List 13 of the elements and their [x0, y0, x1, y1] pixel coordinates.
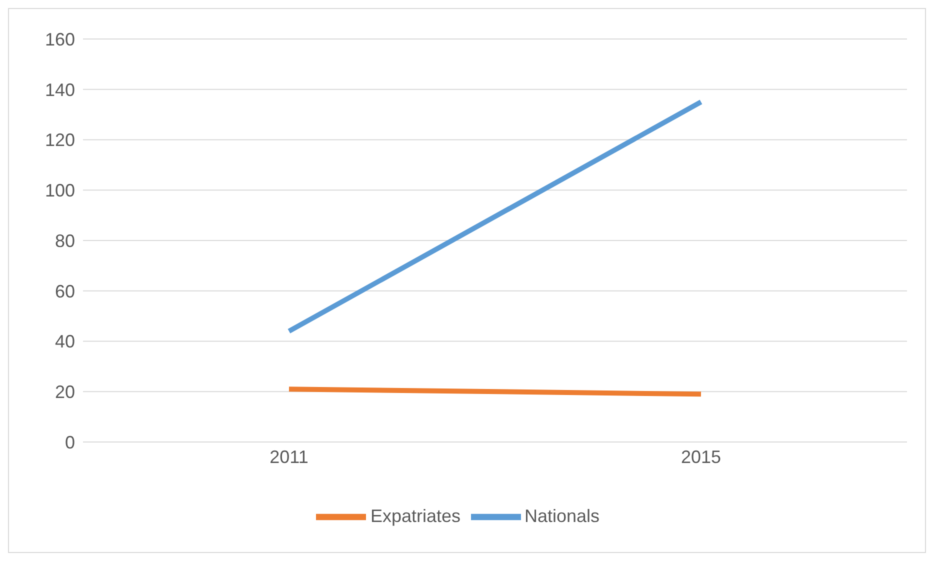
legend-label: Expatriates — [370, 506, 460, 526]
y-tick-label: 140 — [44, 80, 75, 100]
y-tick-label: 40 — [54, 332, 75, 352]
y-tick-label: 20 — [54, 382, 75, 402]
y-tick-label: 80 — [54, 230, 75, 251]
y-tick-label: 160 — [44, 29, 75, 50]
y-tick-label: 120 — [44, 130, 75, 150]
x-tick-label: 2015 — [680, 446, 722, 467]
y-tick-label: 60 — [54, 281, 75, 302]
x-tick-label: 2011 — [270, 446, 308, 467]
legend-label: Nationals — [524, 506, 600, 526]
y-tick-label: 100 — [44, 180, 75, 201]
y-tick-label: 0 — [64, 432, 75, 452]
